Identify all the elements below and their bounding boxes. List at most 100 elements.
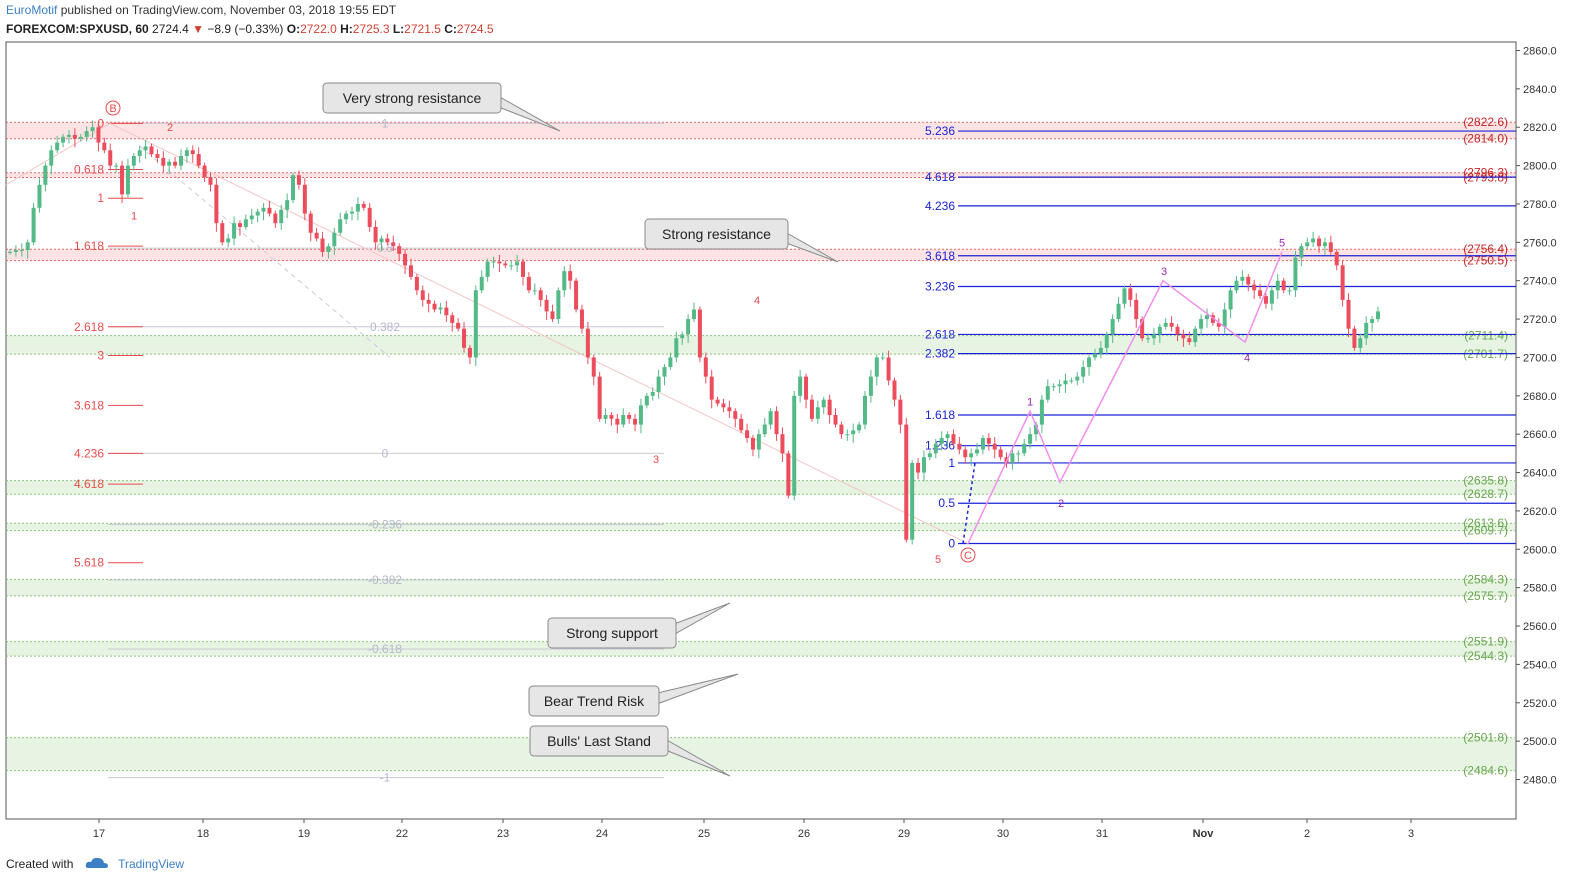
candle (1028, 434, 1033, 444)
candle (184, 150, 189, 157)
annotation-callout[interactable]: Strong resistance (644, 218, 839, 263)
fib-blue-label: 5.236 (925, 124, 955, 138)
candle (538, 290, 543, 300)
author-name[interactable]: EuroMotif (6, 3, 58, 17)
candle (1376, 311, 1380, 320)
candle (1234, 280, 1239, 291)
y-tick-label: 2720.0 (1523, 314, 1557, 326)
candle (916, 462, 921, 473)
candle (108, 150, 113, 166)
candle (662, 367, 667, 377)
trend-line-dashed (139, 146, 391, 358)
candle (1352, 328, 1357, 348)
candle (1075, 376, 1080, 381)
candle (1240, 276, 1245, 281)
open-value: 2722.0 (300, 22, 337, 36)
candle (715, 399, 720, 404)
wave-label-red: 5 (935, 554, 941, 566)
price-label-resistance: (2796.3) (1463, 166, 1508, 180)
candle (214, 184, 219, 224)
candle (1364, 322, 1369, 339)
wave-label-red: 4 (754, 295, 760, 307)
candle (491, 261, 496, 263)
candle (55, 142, 60, 151)
candle (13, 250, 18, 252)
annotation-callout[interactable]: Very strong resistance (322, 82, 561, 132)
zone-resistance (7, 172, 1515, 178)
candle (986, 438, 991, 444)
candle (279, 209, 284, 224)
candle (226, 238, 231, 243)
candle (532, 290, 537, 292)
candle (497, 261, 502, 264)
candle (556, 290, 561, 320)
candle (815, 407, 820, 419)
candle (1010, 453, 1015, 463)
y-tick-label: 2600.0 (1523, 544, 1557, 556)
candle (420, 290, 425, 300)
symbol-name: FOREXCOM:SPXUSD, 60 (6, 22, 149, 36)
price-label-support: (2551.9) (1463, 635, 1508, 649)
candle (438, 307, 443, 310)
candle (232, 223, 237, 239)
candle (355, 203, 360, 212)
candle (1287, 290, 1292, 292)
candle (1092, 353, 1097, 358)
candle (49, 150, 54, 166)
price-label-resistance: (2750.5) (1463, 254, 1508, 268)
x-tick-label: 29 (898, 828, 910, 840)
x-tick-label: 2 (1304, 828, 1310, 840)
tradingview-brand[interactable]: TradingView (118, 857, 185, 871)
price-change: −8.9 (−0.33%) (207, 22, 284, 36)
candle (397, 246, 402, 254)
candle (167, 161, 172, 166)
candle (125, 165, 130, 195)
candle (403, 253, 408, 266)
candle (739, 418, 744, 431)
candle (1163, 322, 1168, 327)
wave-label-red: 1 (131, 210, 137, 222)
x-tick-label: 3 (1408, 828, 1414, 840)
candle (939, 438, 944, 444)
candle (273, 213, 278, 224)
candle (173, 161, 178, 166)
candle (285, 200, 290, 210)
fib-gray-label: 1 (382, 116, 389, 130)
candle (114, 165, 119, 167)
candle (945, 434, 950, 439)
candle (762, 424, 767, 435)
candle (1328, 242, 1333, 252)
y-tick-label: 2520.0 (1523, 698, 1557, 710)
y-tick-label: 2540.0 (1523, 659, 1557, 671)
candle (432, 303, 437, 310)
candle (574, 280, 579, 310)
candle (249, 215, 254, 220)
price-label-support: (2544.3) (1463, 649, 1508, 663)
candle (980, 438, 985, 450)
price-label-resistance: (2814.0) (1463, 132, 1508, 146)
fib-blue-label: 3.618 (925, 249, 955, 263)
x-tick-label: Nov (1193, 828, 1215, 840)
candle (1269, 290, 1274, 304)
candle (1051, 386, 1056, 388)
candle (379, 238, 384, 243)
candle (1081, 367, 1086, 377)
y-tick-label: 2780.0 (1523, 199, 1557, 211)
candle (774, 411, 779, 435)
annotation-callout[interactable]: Bulls' Last Stand (529, 725, 731, 777)
candle (444, 307, 449, 316)
annotation-callout[interactable]: Strong support (547, 602, 731, 649)
candle (851, 430, 856, 435)
annotation-callout[interactable]: Bear Trend Risk (528, 673, 739, 717)
candle (615, 418, 620, 425)
candle (255, 211, 260, 216)
fib-gray-label: -0.236 (368, 517, 402, 531)
candle (686, 319, 691, 335)
callout-box (644, 218, 789, 250)
wave-label-purple: 2 (1058, 498, 1064, 510)
x-tick-label: 30 (997, 828, 1009, 840)
candle (414, 276, 419, 291)
candle (72, 134, 77, 139)
candle (61, 136, 66, 143)
